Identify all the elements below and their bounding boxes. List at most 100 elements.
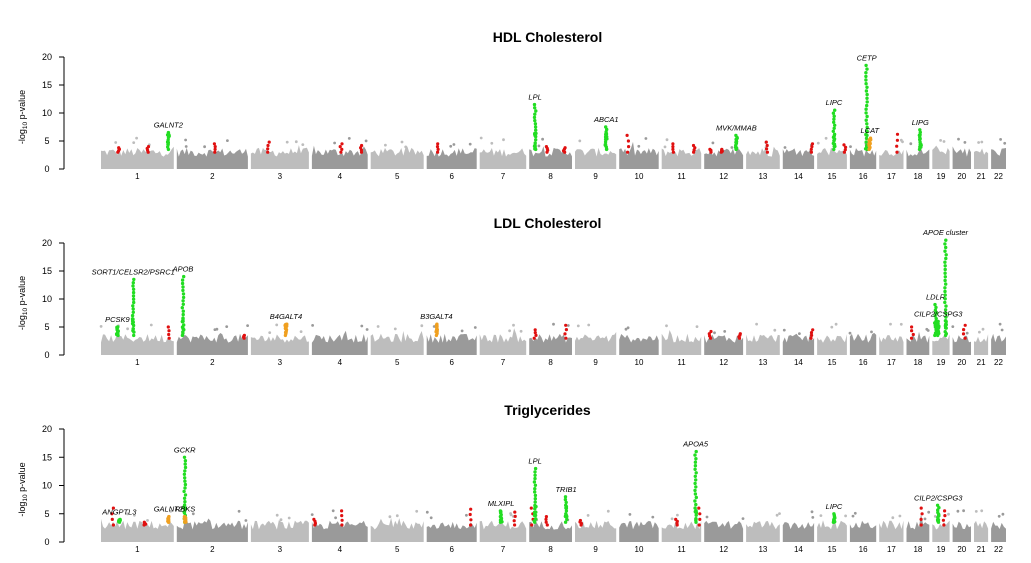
- secondary-signal-point: [691, 143, 696, 148]
- background-point: [628, 513, 632, 516]
- chromosome-label: 13: [758, 172, 767, 181]
- background-point: [782, 328, 786, 332]
- hit-point: [182, 328, 186, 332]
- chromosome-label: 16: [859, 545, 868, 554]
- hit-point: [831, 129, 835, 133]
- hit-point: [283, 323, 287, 328]
- chromosome-label: 15: [828, 358, 837, 367]
- chromosome-band-7: [479, 328, 527, 355]
- chromosome-band-20: [952, 335, 971, 355]
- chromosome-label: 18: [913, 172, 922, 181]
- hit-point: [944, 320, 948, 324]
- chromosome-label: 9: [593, 172, 598, 181]
- chromosome-band-19: [932, 520, 950, 542]
- secondary-signal-point: [895, 132, 900, 136]
- secondary-signal-point: [436, 150, 440, 154]
- hit-point: [943, 289, 947, 294]
- hit-point: [604, 125, 608, 129]
- secondary-signal-point: [111, 523, 115, 527]
- hit-point: [183, 465, 188, 470]
- secondary-signal-point: [564, 336, 568, 340]
- hit-point: [944, 282, 948, 286]
- hit-point: [934, 305, 938, 310]
- background-point: [365, 328, 369, 331]
- gene-label: GCKR: [174, 445, 196, 454]
- background-point: [578, 139, 582, 143]
- secondary-signal-point: [895, 150, 899, 154]
- hit-point: [533, 500, 537, 504]
- hit-point: [183, 479, 187, 483]
- background-point: [705, 515, 709, 519]
- background-point: [275, 513, 279, 517]
- hit-point: [183, 459, 188, 463]
- hit-point: [564, 504, 569, 509]
- background-point: [665, 324, 668, 328]
- hit-point: [533, 118, 537, 123]
- background-point: [226, 139, 229, 143]
- hit-point: [865, 85, 869, 90]
- background-point: [773, 328, 777, 332]
- hit-point: [534, 109, 538, 113]
- background-point: [999, 138, 1002, 141]
- hit-point: [919, 142, 923, 147]
- background-point: [980, 509, 984, 513]
- chromosome-band-7: [479, 520, 527, 542]
- background-point: [741, 517, 745, 520]
- hit-point: [131, 307, 135, 311]
- hit-point: [831, 111, 836, 115]
- hit-point: [181, 285, 185, 289]
- chromosome-band-12: [704, 334, 744, 355]
- hit-point: [533, 513, 538, 518]
- hit-point: [115, 326, 119, 330]
- chromosome-label: 17: [887, 358, 896, 367]
- chromosome-band-15: [817, 334, 847, 355]
- background-point: [834, 322, 838, 326]
- chromosome-band-2: [176, 147, 248, 169]
- hit-point: [864, 140, 868, 144]
- hit-point: [116, 332, 120, 336]
- hit-point: [604, 147, 609, 151]
- background-point: [279, 518, 283, 522]
- chromosome-band-13: [746, 521, 780, 542]
- chromosome-band-8: [529, 146, 572, 169]
- gene-label: APOE cluster: [922, 228, 969, 237]
- background-point: [299, 330, 303, 333]
- hit-point: [943, 264, 947, 268]
- chromosome-band-18: [906, 513, 930, 542]
- hit-point: [832, 126, 836, 130]
- secondary-signal-point: [266, 147, 270, 151]
- hit-point: [864, 132, 868, 136]
- y-tick-label: 15: [42, 266, 52, 276]
- background-point: [889, 322, 892, 326]
- background-point: [169, 509, 173, 513]
- chromosome-band-17: [879, 520, 904, 542]
- secondary-signal-point: [564, 328, 569, 332]
- chromosome-label: 8: [548, 358, 553, 367]
- background-point: [755, 322, 758, 326]
- background-point: [225, 325, 229, 328]
- secondary-signal-point: [671, 145, 675, 149]
- secondary-signal-point: [911, 332, 915, 337]
- hit-point: [533, 470, 537, 474]
- y-axis-label: -log10 p-value: [17, 462, 29, 516]
- background-point: [606, 509, 610, 513]
- chromosome-label: 21: [977, 358, 986, 367]
- secondary-signal-point: [919, 523, 923, 527]
- hit-point: [603, 140, 608, 144]
- chromosome-band-3: [250, 145, 309, 169]
- hit-point: [182, 496, 187, 500]
- hit-point: [867, 147, 871, 151]
- chromosome-band-14: [782, 522, 815, 542]
- secondary-signal-point: [436, 147, 440, 151]
- chromosome-label: 6: [449, 545, 454, 554]
- hit-point: [832, 114, 836, 118]
- background-point: [333, 141, 336, 145]
- background-point: [479, 136, 483, 140]
- secondary-signal-point: [266, 150, 270, 154]
- chromosome-label: 11: [677, 172, 686, 181]
- hit-point: [564, 509, 569, 513]
- background-point: [347, 137, 351, 140]
- secondary-signal-point: [563, 332, 567, 336]
- chromosome-label: 15: [828, 172, 837, 181]
- hit-point: [533, 505, 537, 509]
